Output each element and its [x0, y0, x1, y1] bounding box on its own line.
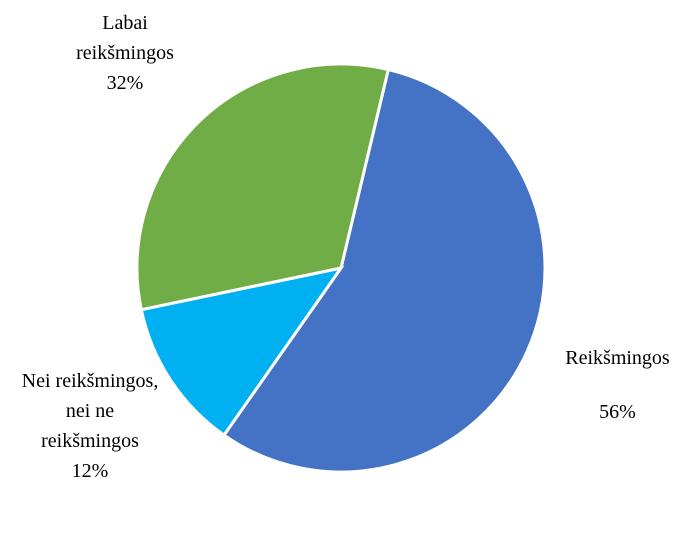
value-label: 56% [599, 401, 636, 423]
value-label: 12% [71, 460, 109, 482]
pie-slice [135, 62, 391, 312]
category-label: Labai reikšmingos [76, 12, 174, 64]
slice-label: Reikšmingos 56% [545, 343, 690, 427]
category-label: Reikšmingos [565, 347, 670, 369]
slice-label: Labai reikšmingos 32% [55, 8, 195, 98]
value-label: 32% [106, 72, 144, 94]
slice-label: Nei reikšmingos, nei ne reikšmingos 12% [5, 366, 175, 486]
pie-slice [221, 67, 547, 474]
pie-slice [139, 265, 345, 438]
category-label: Nei reikšmingos, nei ne reikšmingos [21, 370, 159, 452]
